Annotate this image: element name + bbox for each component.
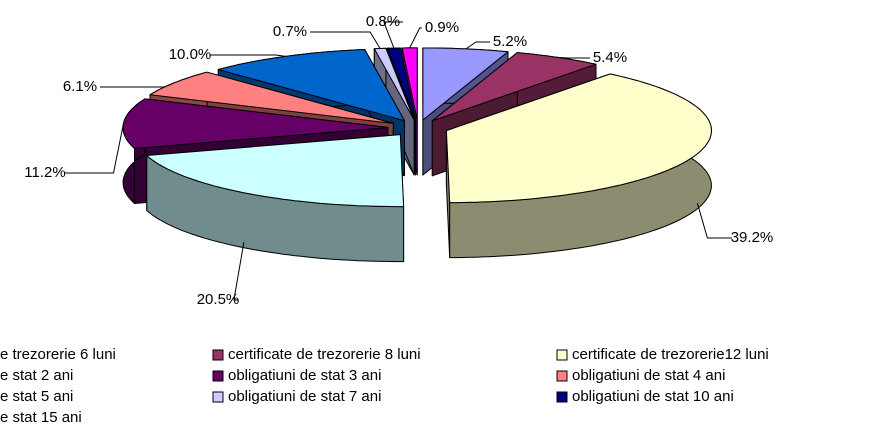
leader-line: [65, 123, 124, 174]
legend-label: obligatiuni de stat 4 ani: [572, 367, 725, 384]
leader-line: [409, 27, 422, 49]
data-label: 5.2%: [493, 33, 527, 50]
legend-label: obligatiuni de stat 3 ani: [228, 367, 381, 384]
leader-line: [465, 41, 490, 50]
legend-label: obligatiuni de stat 7 ani: [228, 388, 381, 405]
data-label: 5.4%: [593, 49, 627, 66]
slice-top: [122, 98, 389, 149]
data-label: 0.7%: [273, 23, 307, 40]
slice-top: [386, 47, 417, 121]
data-label: 6.1%: [63, 78, 97, 95]
data-label: 10.0%: [169, 46, 212, 63]
legend-label: certificate de trezorerie 8 luni: [228, 346, 421, 363]
data-label: 0.9%: [425, 19, 459, 36]
data-label: 39.2%: [731, 229, 774, 246]
data-label: 0.8%: [366, 13, 400, 30]
legend-label: obligatiuni de stat 10 ani: [572, 388, 734, 405]
slice: [146, 134, 405, 263]
legend-label: e stat 5 ani: [0, 388, 73, 405]
slice: [445, 73, 712, 259]
leader-line: [233, 242, 245, 301]
legend-label: e stat 15 ani: [0, 409, 82, 426]
legend-swatch: [556, 349, 568, 361]
legend-swatch: [212, 349, 224, 361]
data-label: 11.2%: [24, 164, 65, 181]
legend-label: certificate de trezorerie12 luni: [572, 346, 769, 363]
leader-line: [310, 31, 381, 49]
slice-top: [146, 134, 405, 208]
leader-line: [383, 21, 403, 49]
data-label: 20.5%: [197, 291, 240, 308]
legend-label: e trezorerie 6 luni: [0, 346, 116, 363]
slice-top: [445, 73, 712, 204]
leader-line: [100, 82, 175, 88]
legend-label: e stat 2 ani: [0, 367, 73, 384]
legend-swatch: [212, 370, 224, 382]
leader-line: [558, 57, 590, 59]
legend-swatch: [556, 370, 568, 382]
leader-line: [696, 203, 732, 239]
legend-swatch: [556, 391, 568, 403]
legend-swatch: [212, 391, 224, 403]
leader-line: [210, 54, 286, 57]
